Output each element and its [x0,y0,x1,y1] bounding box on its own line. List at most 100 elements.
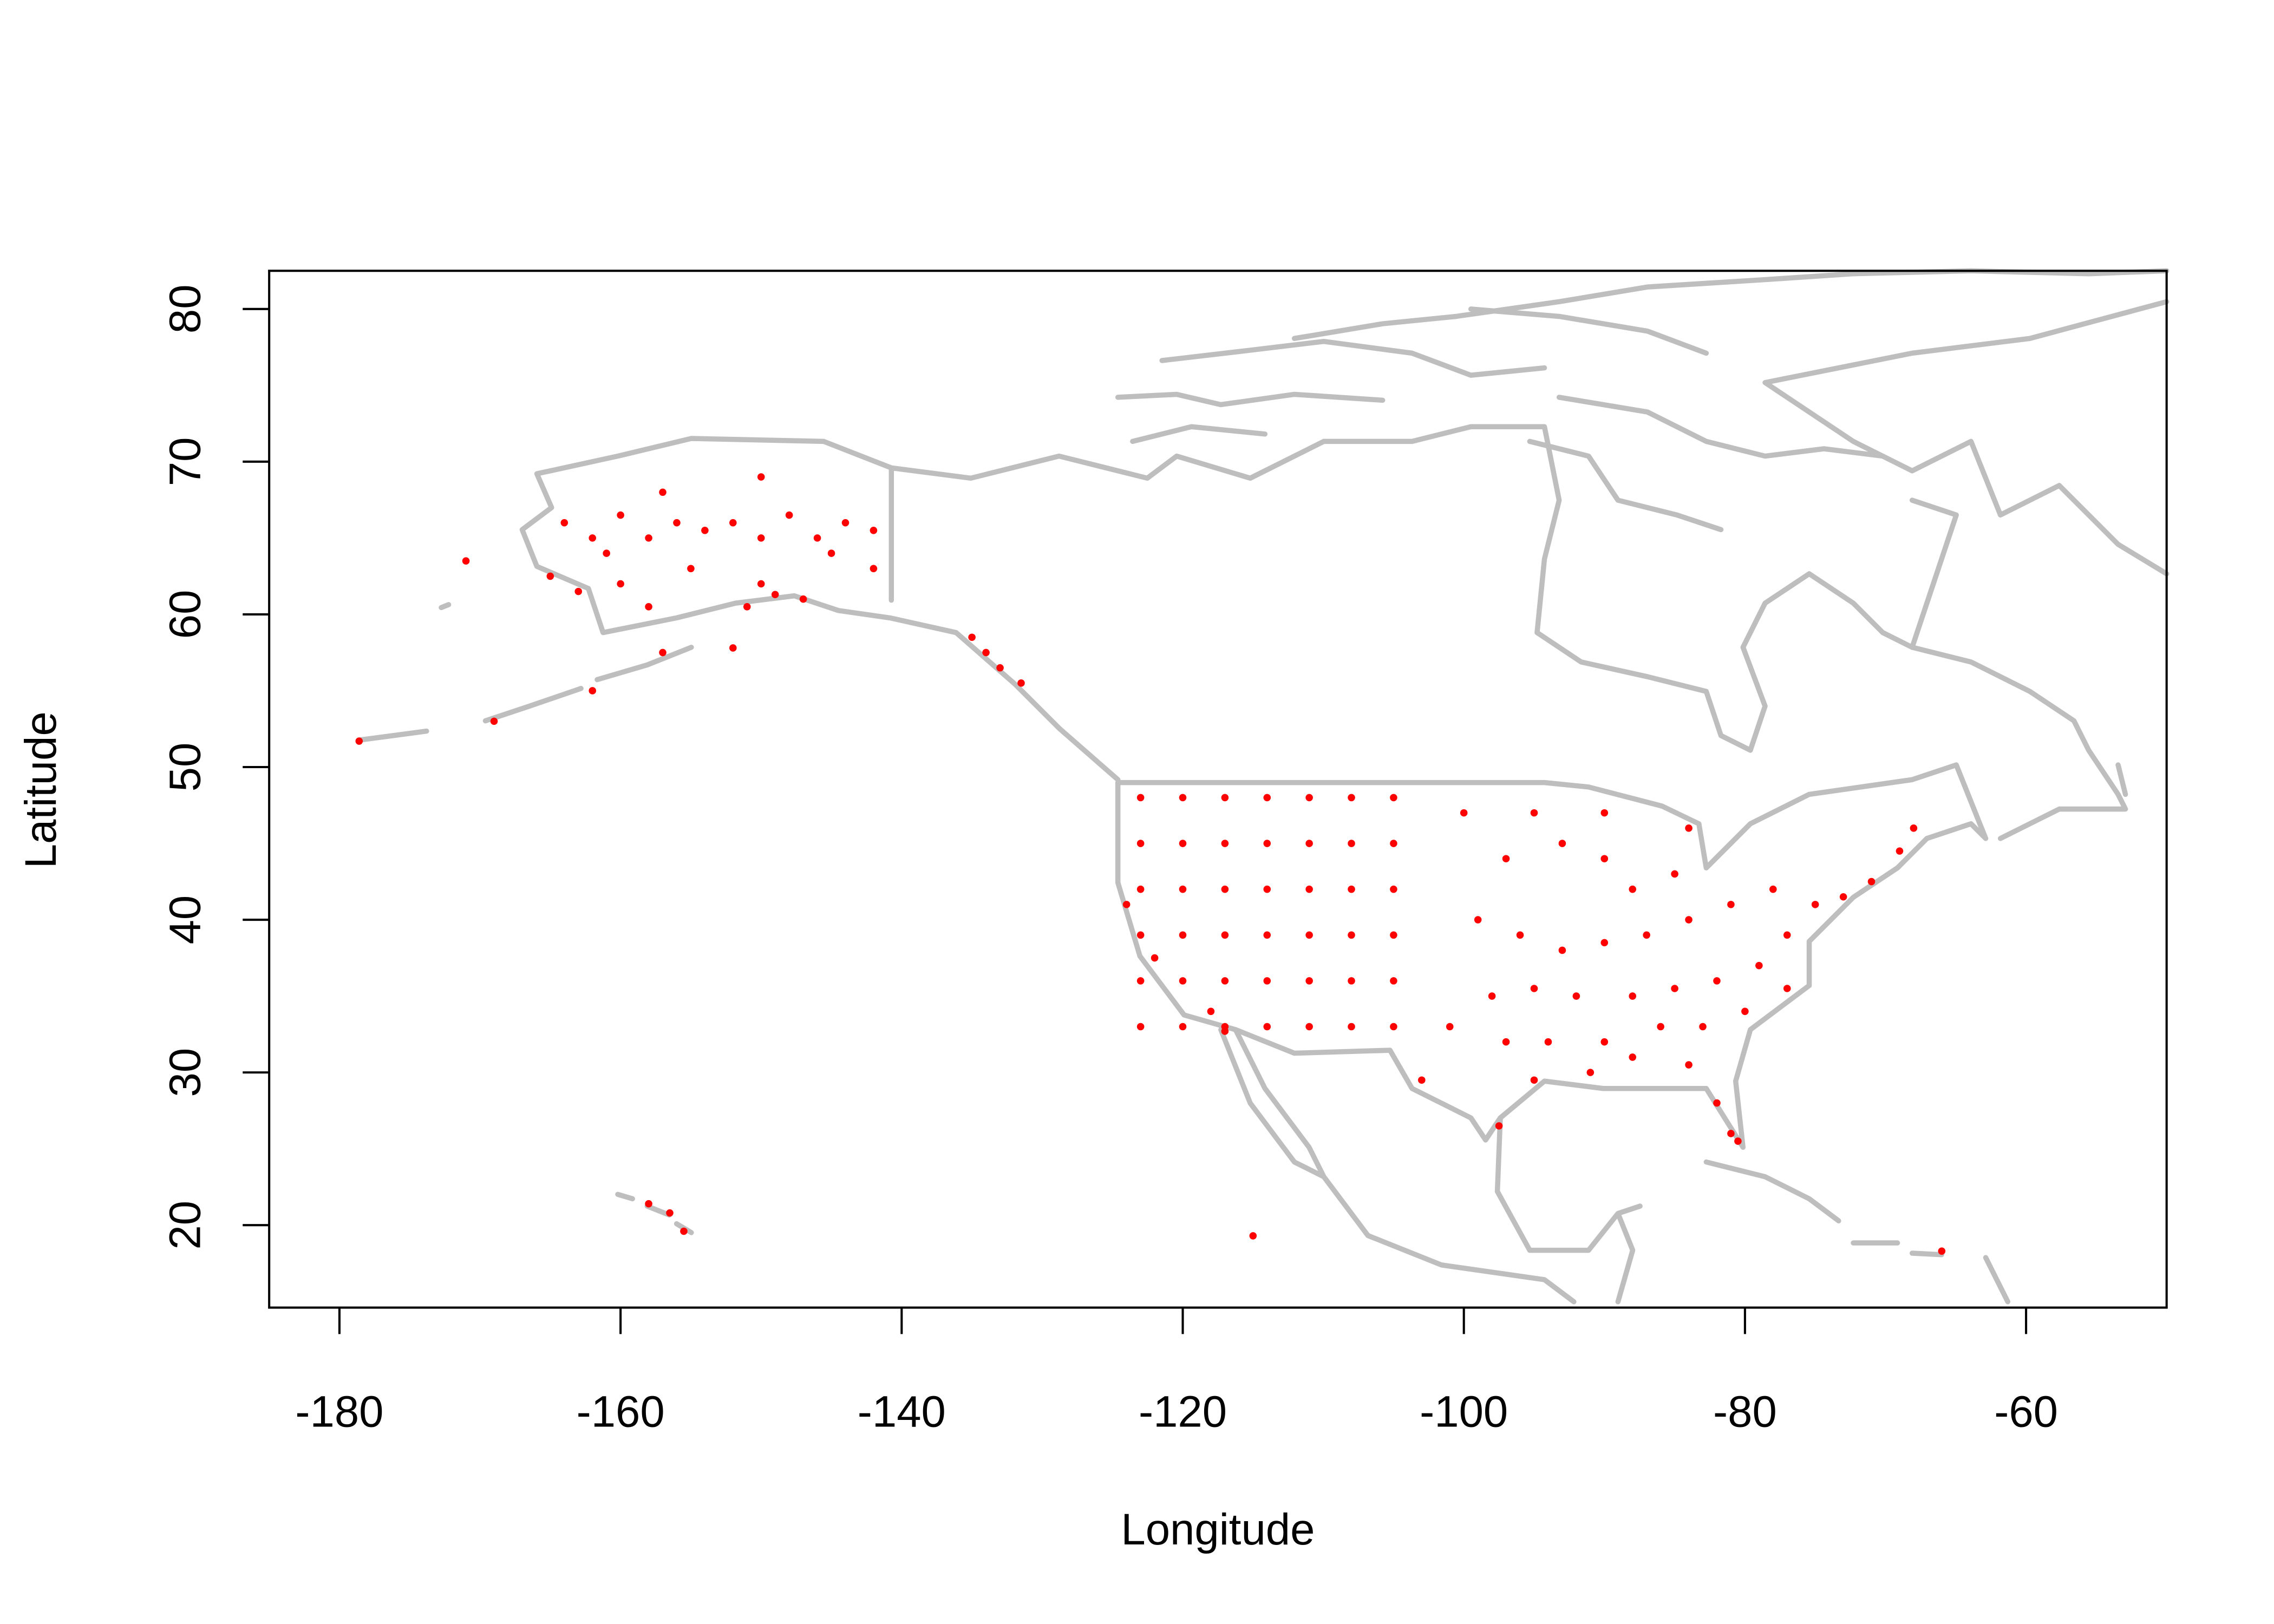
data-point [870,526,878,534]
data-point [1727,901,1735,908]
data-point [1769,885,1777,893]
data-point [1600,939,1609,947]
data-point [659,649,666,657]
data-point [1783,985,1791,992]
data-point [1122,901,1131,908]
data-point [1474,916,1482,924]
data-point [1348,794,1355,802]
data-point [1221,977,1229,985]
map-outline [357,268,2170,1305]
data-point [589,534,597,542]
data-point [1713,977,1721,985]
data-point [560,519,568,527]
data-point [1179,977,1187,985]
data-point [1446,1023,1454,1031]
data-point [1418,1076,1426,1084]
data-point [1305,794,1313,802]
data-point [1249,1232,1257,1240]
data-point [1699,1023,1707,1031]
x-tick-label: -120 [1139,1387,1227,1436]
data-point [1572,992,1580,1000]
x-tick-label: -60 [1994,1387,2058,1436]
data-point [1643,931,1650,939]
data-point [1460,809,1468,817]
data-point [1867,878,1876,886]
data-point [1221,885,1229,893]
x-tick-label: -140 [858,1387,946,1436]
data-point [355,737,363,745]
data-point [1263,1023,1271,1031]
data-point [1713,1099,1721,1107]
data-point [1390,885,1397,893]
data-point [1136,794,1145,802]
x-tick-label: -80 [1713,1387,1777,1436]
data-point [1305,977,1313,985]
data-point [841,519,850,527]
data-point [1348,931,1355,939]
data-point [574,587,583,595]
data-point [645,534,652,542]
data-point [1221,794,1229,802]
data-point [1502,1038,1510,1046]
data-point [603,549,610,557]
data-point [1671,985,1678,992]
data-point [659,488,666,496]
y-tick-label: 20 [160,1201,210,1250]
data-point [1558,946,1566,954]
data-point [757,473,765,481]
data-point [1305,840,1313,847]
data-point [813,534,821,542]
data-point [490,717,498,725]
data-point [1179,794,1187,802]
data-point [1179,931,1187,939]
data-point [757,580,765,588]
plot-frame [268,270,2168,1309]
data-point [645,1200,652,1208]
data-point [1390,1023,1397,1031]
data-point [968,633,976,641]
data-point [1136,977,1145,985]
data-point [680,1227,688,1235]
data-point [1938,1247,1946,1255]
y-tick-label: 60 [160,590,210,639]
data-point [1727,1130,1735,1137]
data-point [1390,977,1397,985]
data-point [1390,840,1397,847]
x-tick-label: -100 [1420,1387,1508,1436]
y-axis-label: Latitude [16,711,66,868]
data-point [1657,1023,1664,1031]
data-point [1221,931,1229,939]
data-point [1558,840,1566,847]
data-point [743,603,751,611]
y-tick-label: 30 [160,1048,210,1097]
data-point [1390,794,1397,802]
data-point [1390,931,1397,939]
data-point [1136,931,1145,939]
data-point [1783,931,1791,939]
data-point [1671,870,1678,878]
data-point [1600,809,1609,817]
y-tick-label: 40 [160,895,210,945]
data-point [666,1209,674,1217]
data-point [785,511,793,519]
data-point [1348,840,1355,847]
data-point [1600,1038,1609,1046]
y-tick-label: 50 [160,743,210,792]
data-point [1179,885,1187,893]
data-point [1136,840,1145,847]
data-point [1629,992,1637,1000]
data-point [546,572,554,580]
data-point [1348,885,1355,893]
data-point [757,534,765,542]
data-point [1495,1122,1503,1130]
data-point [687,565,695,573]
data-point [1263,840,1271,847]
data-point [1263,977,1271,985]
data-point [1516,931,1524,939]
data-point [1629,1053,1637,1061]
data-point [1741,1007,1749,1016]
data-point [1530,1076,1538,1084]
data-point [1811,901,1819,908]
data-point [1348,977,1355,985]
data-point [1136,1023,1145,1031]
